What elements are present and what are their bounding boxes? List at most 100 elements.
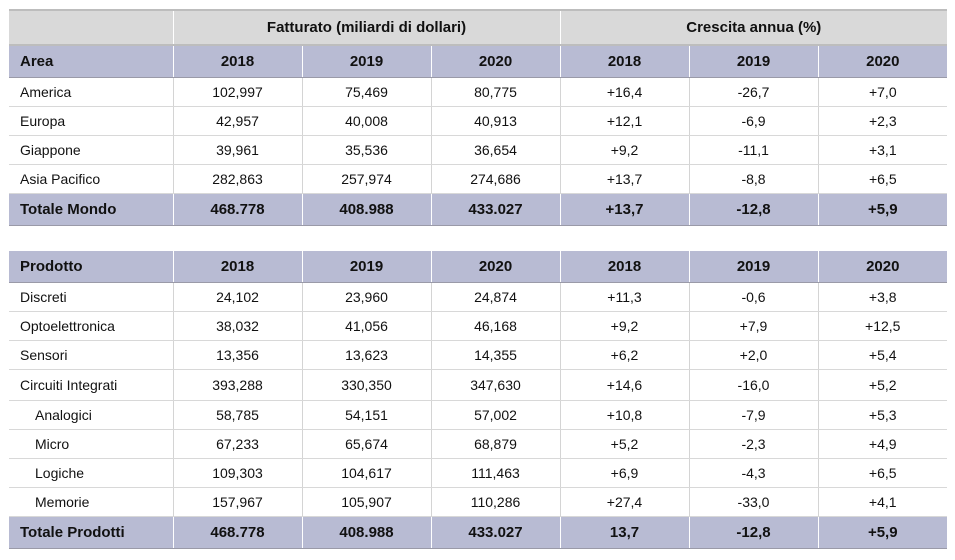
table-cell: 105,907 — [302, 487, 432, 517]
table-row-sub: Logiche 109,303 104,617 111,463 +6,9 -4,… — [9, 458, 947, 488]
table-cell: -11,1 — [689, 135, 819, 165]
growth-group-header: Crescita annua (%) — [560, 9, 948, 46]
total-cell: 408.988 — [302, 193, 432, 226]
table-cell: -7,9 — [689, 400, 819, 430]
total-cell: 13,7 — [560, 516, 690, 549]
group-header-row: Fatturato (miliardi di dollari) Crescita… — [9, 9, 948, 46]
row-label-sub: Logiche — [9, 458, 174, 488]
table-cell: +5,2 — [560, 429, 690, 459]
table-row: Sensori 13,356 13,623 14,355 +6,2 +2,0 +… — [9, 340, 947, 370]
revenue-group-header: Fatturato (miliardi di dollari) — [173, 9, 561, 46]
table-cell: +14,6 — [560, 369, 690, 401]
table-cell: +6,9 — [560, 458, 690, 488]
table-cell: 102,997 — [173, 77, 303, 107]
table-cell: +3,1 — [818, 135, 948, 165]
table-cell: 57,002 — [431, 400, 561, 430]
table-cell: +6,5 — [818, 458, 947, 488]
table-cell: 40,008 — [302, 106, 432, 136]
table-row: America 102,997 75,469 80,775 +16,4 -26,… — [9, 77, 948, 107]
table-cell: -2,3 — [689, 429, 819, 459]
table-cell: 36,654 — [431, 135, 561, 165]
total-cell: 468.778 — [173, 516, 303, 549]
row-label: Europa — [9, 106, 174, 136]
table-cell: -0,6 — [689, 282, 819, 312]
table-cell: -6,9 — [689, 106, 819, 136]
column-header: 2019 — [689, 251, 819, 283]
table-cell: +6,2 — [560, 340, 690, 370]
column-header: 2018 — [560, 251, 690, 283]
table-cell: 24,874 — [431, 282, 561, 312]
table-cell: -8,8 — [689, 164, 819, 194]
column-header: 2019 — [302, 45, 432, 78]
table-cell: 80,775 — [431, 77, 561, 107]
table-cell: 23,960 — [302, 282, 432, 312]
column-header: 2018 — [173, 251, 303, 283]
table-cell: 58,785 — [173, 400, 303, 430]
table-row: Asia Pacifico 282,863 257,974 274,686 +1… — [9, 164, 948, 194]
table-cell: +13,7 — [560, 164, 690, 194]
row-label: Discreti — [9, 282, 174, 312]
row-label: Optoelettronica — [9, 311, 174, 341]
table-cell: +27,4 — [560, 487, 690, 517]
table-cell: +10,8 — [560, 400, 690, 430]
table-cell: +2,0 — [689, 340, 819, 370]
table-cell: 347,630 — [431, 369, 561, 401]
total-cell: 433.027 — [431, 193, 561, 226]
total-row: Totale Prodotti 468.778 408.988 433.027 … — [9, 516, 947, 549]
table-cell: +16,4 — [560, 77, 690, 107]
table-cell: 38,032 — [173, 311, 303, 341]
table-row: Optoelettronica 38,032 41,056 46,168 +9,… — [9, 311, 947, 341]
group-header-blank — [9, 9, 174, 46]
table-cell: +5,2 — [818, 369, 947, 401]
total-cell: +5,9 — [818, 516, 947, 549]
table-cell: 393,288 — [173, 369, 303, 401]
table-cell: 282,863 — [173, 164, 303, 194]
total-label: Totale Mondo — [9, 193, 174, 226]
table-cell: 13,623 — [302, 340, 432, 370]
table-row-sub: Memorie 157,967 105,907 110,286 +27,4 -3… — [9, 487, 947, 517]
table-cell: 42,957 — [173, 106, 303, 136]
row-label: Giappone — [9, 135, 174, 165]
table-cell: 75,469 — [302, 77, 432, 107]
table-cell: 65,674 — [302, 429, 432, 459]
table-cell: -33,0 — [689, 487, 819, 517]
column-header: 2020 — [431, 251, 561, 283]
table-cell: 274,686 — [431, 164, 561, 194]
column-header: 2018 — [173, 45, 303, 78]
table-cell: 330,350 — [302, 369, 432, 401]
table-row: Giappone 39,961 35,536 36,654 +9,2 -11,1… — [9, 135, 948, 165]
table-cell: 14,355 — [431, 340, 561, 370]
row-label-sub: Micro — [9, 429, 174, 459]
table-cell: +12,1 — [560, 106, 690, 136]
table-row-sub: Analogici 58,785 54,151 57,002 +10,8 -7,… — [9, 400, 947, 430]
table-cell: +9,2 — [560, 135, 690, 165]
table-row-sub: Micro 67,233 65,674 68,879 +5,2 -2,3 +4,… — [9, 429, 947, 459]
table-cell: 257,974 — [302, 164, 432, 194]
total-cell: 468.778 — [173, 193, 303, 226]
total-cell: +5,9 — [818, 193, 948, 226]
table-cell: 40,913 — [431, 106, 561, 136]
table-cell: 67,233 — [173, 429, 303, 459]
table-cell: -4,3 — [689, 458, 819, 488]
total-cell: 433.027 — [431, 516, 561, 549]
total-row: Totale Mondo 468.778 408.988 433.027 +13… — [9, 193, 948, 226]
table-cell: 104,617 — [302, 458, 432, 488]
row-label: Circuiti Integrati — [9, 369, 174, 401]
column-header-product: Prodotto — [9, 251, 174, 283]
table-cell: +5,4 — [818, 340, 947, 370]
table-cell: +12,5 — [818, 311, 947, 341]
table-row: Discreti 24,102 23,960 24,874 +11,3 -0,6… — [9, 282, 947, 312]
total-cell: -12,8 — [689, 516, 819, 549]
table-row: Europa 42,957 40,008 40,913 +12,1 -6,9 +… — [9, 106, 948, 136]
table-cell: +2,3 — [818, 106, 948, 136]
table-cell: 41,056 — [302, 311, 432, 341]
table-cell: +3,8 — [818, 282, 947, 312]
row-label: Asia Pacifico — [9, 164, 174, 194]
column-header: 2020 — [818, 251, 947, 283]
table-cell: 109,303 — [173, 458, 303, 488]
table-cell: +6,5 — [818, 164, 948, 194]
product-column-header-row: Prodotto 2018 2019 2020 2018 2019 2020 — [9, 251, 947, 283]
table-cell: 54,151 — [302, 400, 432, 430]
table-cell: +4,1 — [818, 487, 947, 517]
total-label: Totale Prodotti — [9, 516, 174, 549]
